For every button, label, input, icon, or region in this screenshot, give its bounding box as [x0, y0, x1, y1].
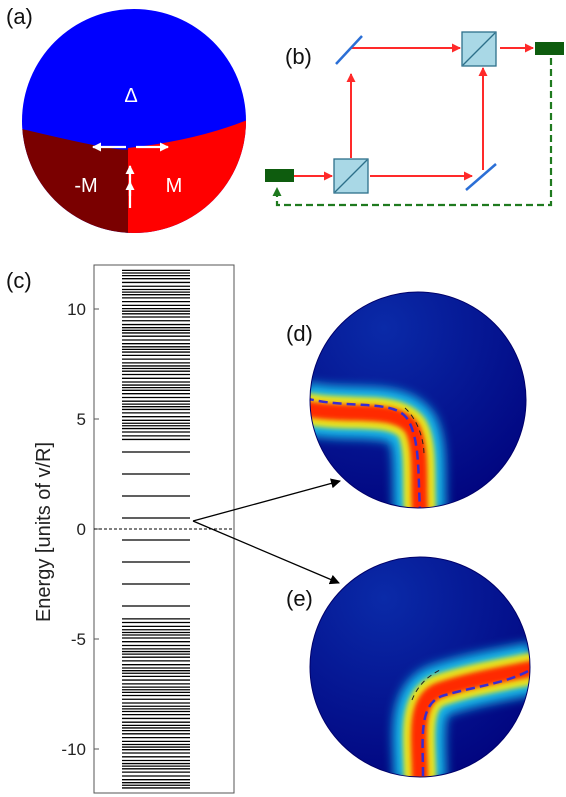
minus-m-label: -M: [74, 175, 97, 197]
sphere: [18, 5, 252, 245]
mirror-top-left: [336, 36, 362, 64]
beam-splitter-upper: [462, 32, 496, 66]
y-axis-label: Energy [units of v/R]: [33, 442, 55, 622]
panel-a-label: (a): [6, 4, 33, 29]
panel-d-label: (d): [286, 321, 313, 346]
output-detector: [535, 42, 564, 55]
y-tick-label: -5: [71, 630, 86, 649]
panel-c-label: (c): [6, 268, 32, 293]
source-detector: [265, 169, 294, 182]
density-disk-e: [300, 550, 540, 790]
beam-splitter-lower: [334, 159, 368, 193]
panel-e-label: (e): [286, 586, 313, 611]
y-tick-label: 5: [77, 410, 86, 429]
y-tick-label: -10: [61, 740, 86, 759]
delta-label: Δ: [124, 85, 137, 107]
beam-paths: [294, 48, 533, 176]
spectrum-plot: -10 -5 0 5 10: [61, 265, 234, 793]
y-ticks: -10 -5 0 5 10: [61, 300, 99, 759]
y-tick-label: 0: [77, 520, 86, 539]
density-disk-d: [300, 280, 540, 520]
feedback-loop: [277, 58, 551, 205]
plus-m-label: M: [166, 175, 183, 197]
y-tick-label: 10: [67, 300, 86, 319]
panel-b-label: (b): [285, 44, 312, 69]
